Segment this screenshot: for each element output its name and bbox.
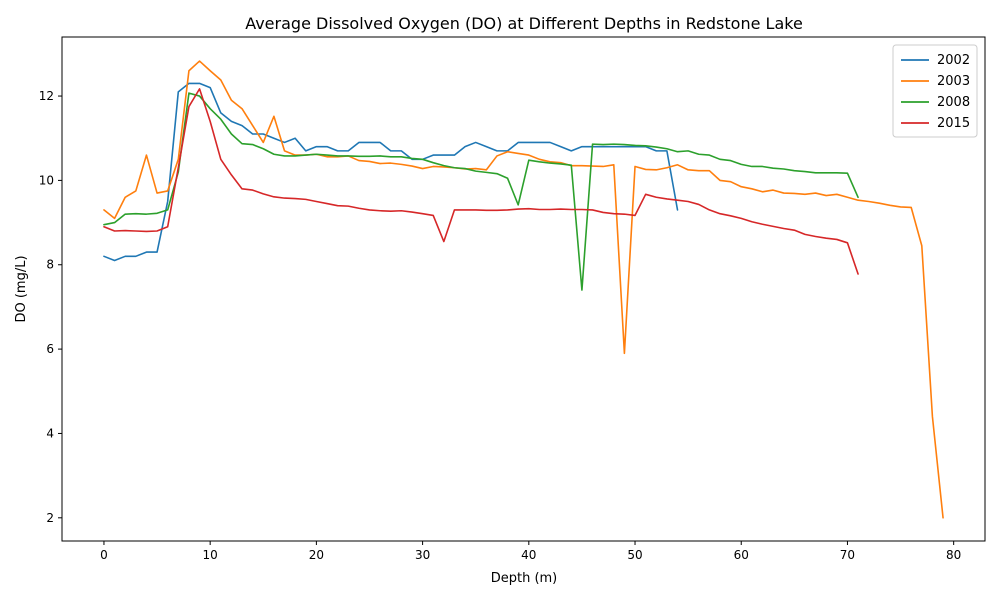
legend-label-2008: 2008 (937, 95, 970, 110)
x-tick-label: 10 (203, 548, 218, 562)
x-tick-label: 20 (309, 548, 324, 562)
legend-label-2002: 2002 (937, 53, 970, 68)
x-tick-label: 30 (415, 548, 430, 562)
axes-frame (61, 36, 986, 542)
y-tick-label: 10 (39, 173, 54, 187)
y-tick-label: 12 (39, 89, 54, 103)
x-tick-label: 40 (521, 548, 536, 562)
y-tick-label: 4 (46, 426, 54, 440)
legend: 2002 2003 2008 2015 (892, 44, 978, 138)
legend-label-2015: 2015 (937, 116, 970, 131)
y-tick-label: 8 (46, 258, 54, 272)
y-tick-label: 6 (46, 342, 54, 356)
x-tick-label: 80 (946, 548, 961, 562)
plot-area: 0 10 20 30 40 50 60 70 80 2 4 6 8 10 12 (39, 36, 986, 562)
x-tick-label: 60 (734, 548, 749, 562)
x-tick-label: 70 (840, 548, 855, 562)
y-tick-label: 2 (46, 511, 54, 525)
series-line-2008 (103, 92, 859, 291)
x-tick-label: 0 (100, 548, 108, 562)
series-line-2002 (103, 82, 679, 262)
series-line-2015 (103, 88, 859, 275)
series-line-2003 (103, 60, 944, 519)
chart-title: Average Dissolved Oxygen (DO) at Differe… (245, 14, 803, 33)
legend-box (892, 44, 978, 138)
x-tick-label: 50 (627, 548, 642, 562)
x-axis-label: Depth (m) (491, 571, 558, 586)
y-axis-label: DO (mg/L) (14, 255, 29, 322)
legend-label-2003: 2003 (937, 74, 970, 89)
